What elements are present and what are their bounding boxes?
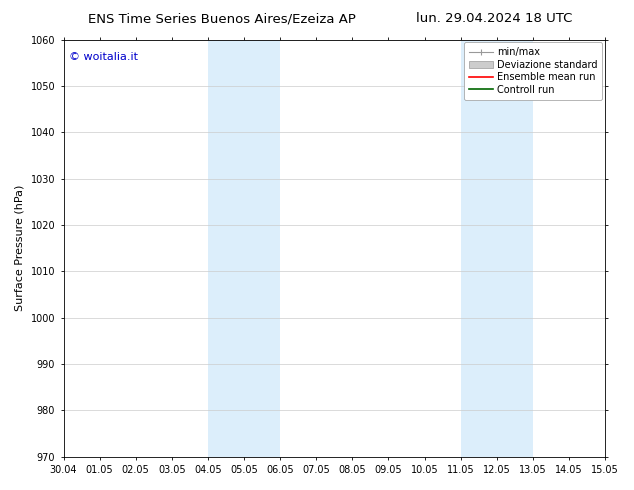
Bar	[497, 40, 533, 457]
Text: lun. 29.04.2024 18 UTC: lun. 29.04.2024 18 UTC	[417, 12, 573, 25]
Legend: min/max, Deviazione standard, Ensemble mean run, Controll run: min/max, Deviazione standard, Ensemble m…	[464, 43, 602, 99]
Text: © woitalia.it: © woitalia.it	[69, 52, 138, 62]
Text: ENS Time Series Buenos Aires/Ezeiza AP: ENS Time Series Buenos Aires/Ezeiza AP	[88, 12, 356, 25]
Y-axis label: Surface Pressure (hPa): Surface Pressure (hPa)	[15, 185, 25, 311]
Bar	[244, 40, 280, 457]
Bar	[461, 40, 497, 457]
Bar	[208, 40, 244, 457]
